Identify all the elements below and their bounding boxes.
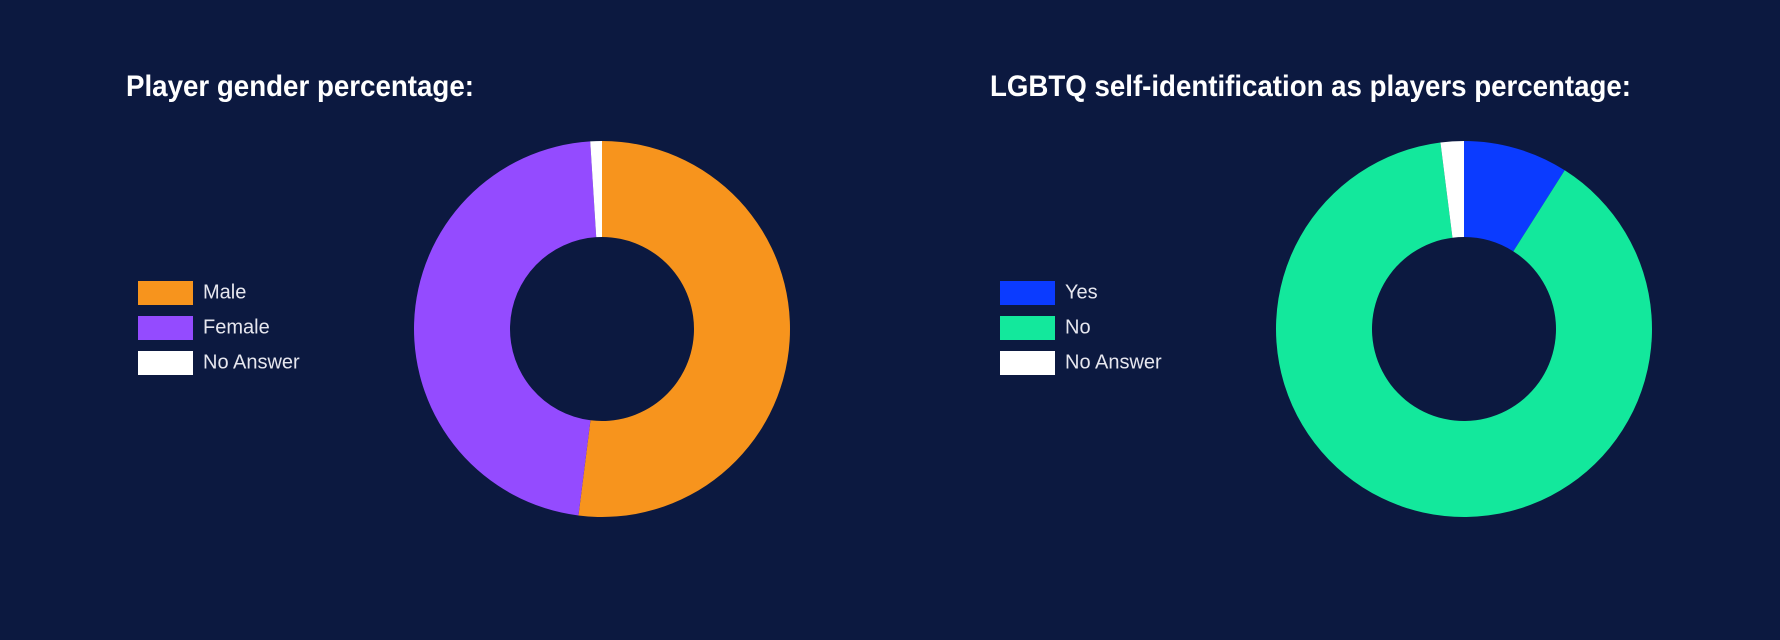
legend-label: No Answer (1065, 351, 1162, 373)
donut-slice (1464, 141, 1565, 252)
legend-swatch (138, 281, 193, 305)
donut-slice (590, 141, 602, 238)
legend-label: Yes (1065, 281, 1098, 303)
legend-swatch (1000, 351, 1055, 375)
legend-swatch (138, 351, 193, 375)
legend-label: Male (203, 281, 246, 303)
donut-slice (413, 141, 597, 516)
chart-title: Player gender percentage: (126, 70, 474, 103)
legend-swatch (138, 316, 193, 340)
legend-label: No Answer (203, 351, 300, 373)
legend-label: Female (203, 316, 270, 338)
donut-slice (1276, 142, 1652, 518)
legend-label: No (1065, 316, 1091, 338)
legend-swatch (1000, 316, 1055, 340)
legend-swatch (1000, 281, 1055, 305)
donut-slice (578, 141, 790, 517)
chart-title: LGBTQ self-identification as players per… (990, 70, 1631, 103)
donut-slice (1440, 141, 1464, 238)
